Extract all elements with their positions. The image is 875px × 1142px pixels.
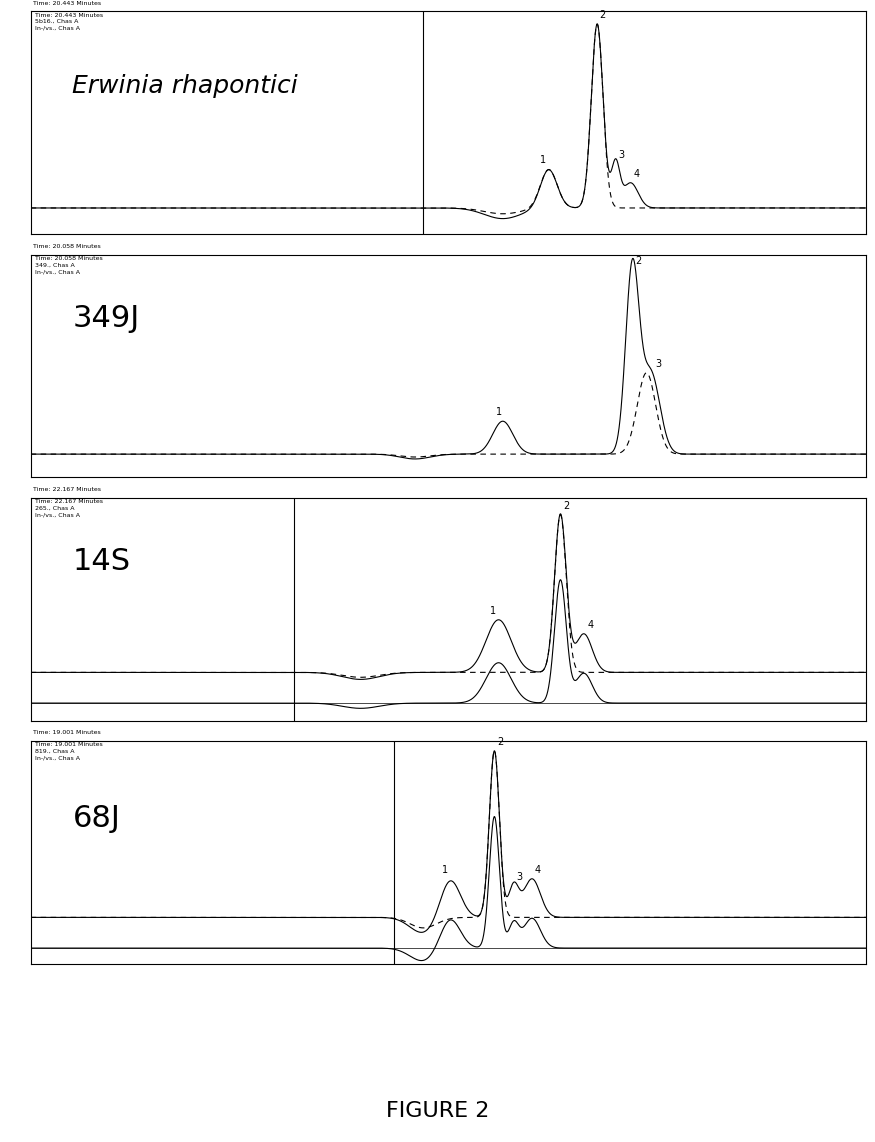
Text: Time: 22.167 Minutes: Time: 22.167 Minutes [33,488,102,492]
Text: In-/vs., Chas A: In-/vs., Chas A [35,26,80,31]
Text: 1: 1 [496,408,502,417]
Text: Time: 20.443 Minutes: Time: 20.443 Minutes [33,1,102,6]
Text: 2: 2 [599,10,605,21]
Text: FIGURE 2: FIGURE 2 [386,1101,489,1121]
Text: 3: 3 [516,872,522,883]
Text: Time: 20.058 Minutes: Time: 20.058 Minutes [35,256,102,260]
Text: 4: 4 [634,169,640,179]
Text: Time: 22.167 Minutes: Time: 22.167 Minutes [35,499,102,504]
Text: 14S: 14S [73,547,130,576]
Text: 1: 1 [490,606,496,617]
Text: In-/vs., Chas A: In-/vs., Chas A [35,756,80,761]
Text: 3: 3 [654,359,661,369]
Text: In-/vs., Chas A: In-/vs., Chas A [35,513,80,517]
Text: 5b16., Chas A: 5b16., Chas A [35,19,78,24]
Text: Time: 20.058 Minutes: Time: 20.058 Minutes [33,244,101,249]
Text: 265., Chas A: 265., Chas A [35,506,74,510]
Text: 2: 2 [634,256,641,266]
Text: Time: 19.001 Minutes: Time: 19.001 Minutes [35,742,102,747]
Text: 349J: 349J [73,304,140,332]
Text: 1: 1 [442,866,448,875]
Text: Erwinia rhapontici: Erwinia rhapontici [73,74,298,98]
Text: 1: 1 [541,155,547,166]
Text: 3: 3 [618,150,624,160]
Text: 2: 2 [563,501,569,512]
Text: In-/vs., Chas A: In-/vs., Chas A [35,270,80,274]
Text: 819., Chas A: 819., Chas A [35,749,74,754]
Text: 2: 2 [497,738,503,747]
Text: 4: 4 [535,866,541,875]
Text: 4: 4 [587,620,593,630]
Text: Time: 19.001 Minutes: Time: 19.001 Minutes [33,731,101,735]
Text: 349., Chas A: 349., Chas A [35,263,74,267]
Text: Time: 20.443 Minutes: Time: 20.443 Minutes [35,13,103,17]
Text: 68J: 68J [73,804,120,833]
